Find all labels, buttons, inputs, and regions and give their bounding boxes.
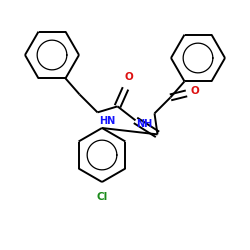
Text: O: O (190, 86, 199, 97)
Text: HN: HN (100, 116, 116, 126)
Text: O: O (124, 72, 133, 83)
Text: NH: NH (136, 120, 152, 130)
Text: Cl: Cl (96, 192, 108, 202)
